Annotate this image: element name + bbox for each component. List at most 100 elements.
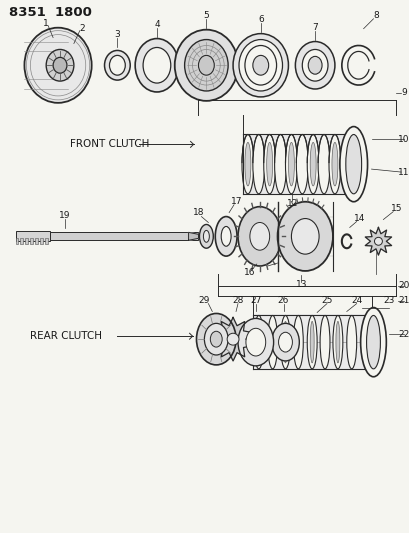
Ellipse shape [210,332,222,347]
Text: 8351  1800: 8351 1800 [9,6,91,19]
Text: 20: 20 [398,281,409,290]
Ellipse shape [335,321,339,363]
Ellipse shape [266,142,272,186]
Ellipse shape [249,222,269,250]
Ellipse shape [253,316,263,369]
Ellipse shape [263,134,275,194]
Ellipse shape [174,30,238,101]
Ellipse shape [252,55,268,75]
Ellipse shape [53,58,67,73]
Ellipse shape [317,134,329,194]
Ellipse shape [267,316,277,369]
Bar [16,238,18,244]
Ellipse shape [294,42,334,89]
Ellipse shape [310,321,313,363]
Text: 7: 7 [312,23,317,32]
Ellipse shape [310,142,315,186]
Ellipse shape [184,39,227,91]
Ellipse shape [306,134,318,194]
Text: 9: 9 [400,88,406,98]
Text: 3: 3 [114,30,120,39]
Ellipse shape [238,207,281,266]
Ellipse shape [308,56,321,74]
Ellipse shape [143,47,171,83]
Ellipse shape [360,308,385,377]
Text: 15: 15 [389,204,401,213]
Text: 6: 6 [257,15,263,25]
Ellipse shape [291,219,318,254]
Ellipse shape [232,34,288,97]
Ellipse shape [293,316,303,369]
Ellipse shape [319,316,329,369]
Bar [45,238,48,244]
Ellipse shape [278,332,292,352]
Ellipse shape [331,142,337,186]
Ellipse shape [104,51,130,80]
Ellipse shape [245,328,265,356]
Ellipse shape [244,142,250,186]
Bar [16,231,50,241]
Ellipse shape [346,316,356,369]
Ellipse shape [238,318,273,366]
Ellipse shape [283,321,287,363]
Ellipse shape [203,230,209,243]
Ellipse shape [306,316,316,369]
Ellipse shape [238,39,282,91]
Text: 1: 1 [43,19,49,28]
Ellipse shape [280,316,290,369]
Circle shape [227,333,238,345]
Text: 17: 17 [231,197,242,206]
Text: 19: 19 [59,211,70,220]
Text: 23: 23 [383,296,394,305]
Text: 2: 2 [79,24,84,33]
Ellipse shape [46,50,74,81]
Bar [20,238,23,244]
Text: 13: 13 [295,280,306,289]
Text: 14: 14 [353,214,364,223]
Text: REAR CLUTCH: REAR CLUTCH [30,331,102,341]
Text: 21: 21 [398,296,409,305]
Bar [35,238,38,244]
Text: 10: 10 [398,135,409,144]
Text: 11: 11 [398,167,409,176]
Text: 22: 22 [398,330,409,339]
Ellipse shape [215,216,236,256]
Text: 18: 18 [192,208,204,217]
Ellipse shape [135,38,178,92]
Ellipse shape [199,224,213,248]
Text: 27: 27 [249,296,261,305]
Ellipse shape [274,134,286,194]
Text: FRONT CLUTCH: FRONT CLUTCH [70,139,149,149]
Bar [252,314,371,369]
Polygon shape [214,318,251,361]
Ellipse shape [25,28,92,103]
Ellipse shape [296,134,308,194]
Ellipse shape [204,324,227,355]
Ellipse shape [345,134,361,194]
Text: 24: 24 [350,296,362,305]
Polygon shape [364,228,391,255]
Bar [40,238,43,244]
Text: 5: 5 [203,11,209,20]
Ellipse shape [252,134,264,194]
Text: 25: 25 [321,296,332,305]
Ellipse shape [244,45,276,85]
Ellipse shape [109,55,125,75]
Text: 4: 4 [154,20,160,29]
Bar [25,238,28,244]
Polygon shape [188,232,198,240]
Text: 29: 29 [198,296,209,305]
Text: 28: 28 [232,296,243,305]
Ellipse shape [196,313,236,365]
Ellipse shape [366,316,380,369]
Ellipse shape [301,50,327,81]
Bar [243,134,351,194]
Ellipse shape [332,316,342,369]
Ellipse shape [285,134,297,194]
Bar [50,232,198,240]
Ellipse shape [288,142,294,186]
Ellipse shape [198,55,214,75]
Ellipse shape [221,227,231,246]
Ellipse shape [328,134,340,194]
Text: 26: 26 [277,296,288,305]
